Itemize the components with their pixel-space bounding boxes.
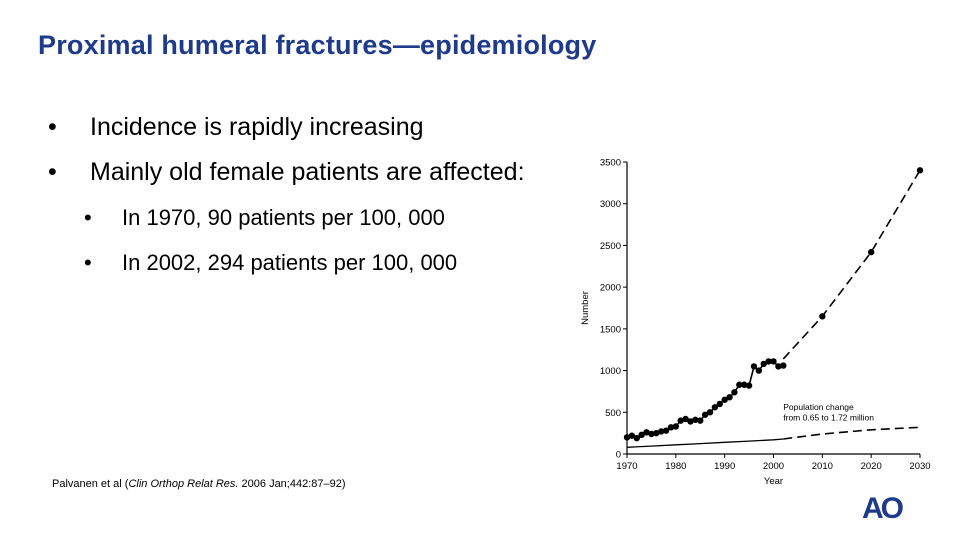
data-point: [623, 434, 631, 441]
data-point: [662, 427, 670, 434]
data-point: [750, 363, 758, 370]
data-point: [755, 367, 763, 374]
y-tick-label: 1500: [600, 324, 621, 335]
data-point: [687, 418, 694, 425]
x-tick-label: 2010: [812, 461, 833, 472]
data-point: [726, 394, 733, 401]
y-tick-label: 3000: [600, 199, 621, 210]
x-tick-label: 1980: [665, 461, 686, 472]
data-point: [672, 423, 680, 430]
y-tick-label: 3500: [600, 158, 621, 169]
y-tick-label: 2500: [600, 241, 621, 252]
bullet-marker: •: [48, 113, 57, 141]
ao-logo: AO: [862, 492, 904, 525]
population-annotation: Population change: [783, 402, 854, 412]
projection-line: [782, 169, 921, 360]
citation-suffix: 2006 Jan;442:87–92): [238, 478, 346, 490]
x-tick-label: 1990: [714, 461, 735, 472]
x-tick-label: 1970: [616, 461, 637, 472]
data-point: [711, 404, 719, 411]
bullet-marker: •: [48, 158, 57, 186]
citation: Palvanen et al (Clin Orthop Relat Res. 2…: [52, 478, 346, 490]
data-point: [760, 360, 767, 368]
population-line: [626, 438, 784, 448]
data-point: [633, 434, 640, 442]
data-point: [697, 417, 704, 424]
data-point: [741, 381, 748, 388]
slide-title: Proximal humeral fractures—epidemiology: [38, 30, 597, 60]
y-tick-label: 500: [605, 408, 621, 419]
x-tick-label: 2020: [861, 461, 882, 472]
bullet-text: Mainly old female patients are affected:: [90, 158, 525, 186]
data-point: [667, 424, 675, 431]
data-point: [721, 396, 728, 403]
projection-line: [783, 426, 921, 440]
projected-point: [819, 313, 826, 320]
data-point: [657, 428, 665, 435]
x-tick-label: 2030: [909, 461, 930, 472]
data-point: [643, 429, 650, 436]
data-point: [780, 362, 787, 369]
bullet-text: Incidence is rapidly increasing: [90, 113, 424, 141]
y-tick-label: 1000: [600, 366, 621, 377]
y-tick-label: 0: [616, 450, 621, 461]
fracture-incidence-chart: 0 500 1000 1500 2000 2500 3000 3500 1970 1980 1990…: [580, 158, 931, 488]
data-point: [745, 382, 753, 389]
data-point: [628, 432, 636, 439]
data-point: [648, 430, 655, 438]
data-point: [638, 431, 645, 439]
projected-point: [916, 167, 924, 174]
data-point: [682, 415, 689, 423]
sub-bullet-marker: •: [84, 250, 92, 275]
data-point: [775, 363, 782, 370]
x-axis-label: Year: [764, 476, 783, 487]
sub-bullet-marker: •: [84, 205, 92, 230]
sub-bullet-text: In 1970, 90 patients per 100, 000: [122, 205, 445, 230]
projected-point: [867, 248, 875, 256]
data-point: [731, 389, 738, 396]
data-point: [770, 358, 777, 365]
data-point: [653, 429, 660, 437]
data-point: [716, 400, 723, 408]
data-point: [706, 409, 714, 416]
data-point: [677, 417, 684, 424]
y-tick-label: 2000: [600, 283, 621, 294]
x-tick-label: 2000: [763, 461, 784, 472]
sub-bullet-text: In 2002, 294 patients per 100, 000: [122, 250, 458, 275]
population-annotation: from 0.65 to 1.72 million: [783, 412, 874, 422]
data-point: [692, 416, 699, 423]
data-point: [765, 358, 772, 365]
y-axis-label: Number: [580, 291, 591, 325]
citation-prefix: Palvanen et al (: [52, 478, 129, 490]
data-point: [736, 381, 743, 388]
citation-journal: Clin Orthop Relat Res.: [128, 478, 239, 490]
data-point: [701, 411, 709, 418]
